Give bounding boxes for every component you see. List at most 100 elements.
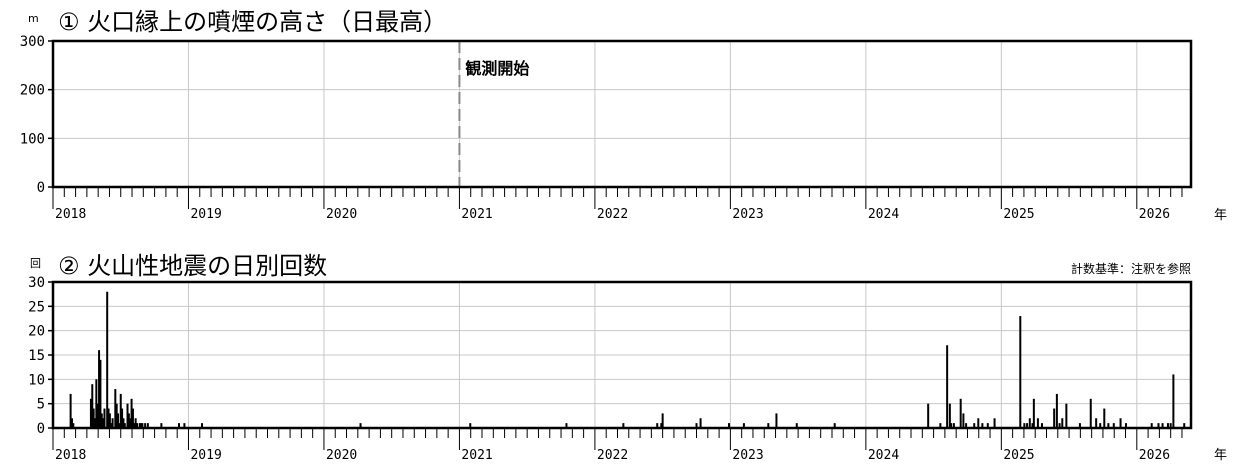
- panel2-bar: [1107, 423, 1110, 428]
- panel2-bar: [1032, 398, 1035, 428]
- panel2-bar: [1055, 393, 1058, 428]
- panel2-bar: [1183, 423, 1186, 428]
- panel2-bar: [927, 403, 930, 428]
- panel2-bar: [114, 389, 117, 428]
- panel2-bar: [144, 423, 147, 428]
- panel2-bar: [950, 423, 953, 428]
- panel2-bar: [133, 423, 136, 428]
- panel2-bar: [993, 418, 996, 428]
- panel2-bar: [948, 403, 951, 428]
- panel2-bar: [140, 423, 143, 428]
- panel2-bar: [1023, 423, 1026, 428]
- panel2-bar: [952, 423, 955, 428]
- panel2-bar: [111, 418, 114, 428]
- panel2-bar: [1019, 316, 1022, 428]
- panel2-year-label: 2025: [1003, 448, 1034, 463]
- panel2-bar: [93, 418, 96, 428]
- panel1-year-label: 2022: [597, 207, 628, 222]
- panel1-year-label: 2026: [1139, 207, 1170, 222]
- panel2-bar: [981, 423, 984, 428]
- panel2-bar: [1089, 398, 1092, 428]
- panel2-bar: [99, 359, 102, 428]
- panel2-y-tick-label: 30: [28, 275, 45, 291]
- panel2-bar: [130, 398, 133, 428]
- panel1-year-label: 2021: [461, 207, 492, 222]
- panel1-title: ① 火口縁上の噴煙の高さ（日最高）: [58, 8, 447, 36]
- panel1-frame: [51, 39, 1193, 189]
- panel2-bar: [965, 423, 968, 428]
- panel2-bar: [1103, 408, 1106, 428]
- panel2-bar: [1119, 418, 1122, 428]
- panel2-bar: [1172, 374, 1175, 428]
- panel2-y-tick-label: 15: [28, 348, 45, 364]
- panel2-bar: [656, 423, 659, 428]
- panel2-x-unit: 年: [1214, 448, 1227, 463]
- panel2-bar: [728, 423, 731, 428]
- panel2-bar: [1112, 423, 1115, 428]
- panel2-bar: [695, 423, 698, 428]
- panel2-y-tick-label: 25: [28, 299, 45, 315]
- panel2-bar: [1053, 408, 1056, 428]
- panel2-bar: [973, 423, 976, 428]
- panel2-bar: [106, 291, 109, 428]
- panel2-bar: [123, 423, 126, 428]
- panel2-bar: [1040, 423, 1043, 428]
- panel2-year-label: 2024: [868, 448, 899, 463]
- panel2-bar: [775, 413, 778, 428]
- panel2-bar: [103, 408, 106, 428]
- panel2-bar: [98, 350, 101, 428]
- panel1-y-unit: m: [28, 12, 39, 25]
- panel2-year-label: 2023: [732, 448, 763, 463]
- panel2-bar: [1061, 418, 1064, 428]
- panel2-bar: [1169, 423, 1172, 428]
- panel2-bar: [96, 403, 99, 428]
- panel2-bar: [183, 423, 186, 428]
- observation-start-label: 観測開始: [465, 59, 529, 78]
- panel2-bar: [1099, 423, 1102, 428]
- panel2-bar: [127, 413, 130, 428]
- panel1-axes: 0 100 200 300 2018 2019 2020 2021 2022 2023 2024 20…: [20, 34, 1183, 222]
- panel2-bar: [135, 423, 138, 428]
- panel2-bar: [89, 398, 92, 428]
- panel2-bar: [141, 423, 144, 428]
- panel2-bar: [1166, 423, 1169, 428]
- panel2-bar: [661, 413, 664, 428]
- panel1-x-unit: 年: [1214, 208, 1227, 223]
- panel1-y-tick-label: 300: [20, 34, 45, 50]
- panel1-y-tick-label: 0: [37, 180, 45, 196]
- panel2-year-label: 2022: [597, 448, 628, 463]
- panel2-bar: [1157, 423, 1160, 428]
- panel2-bar: [767, 423, 770, 428]
- panel2-bar: [100, 413, 103, 428]
- panel2-year-label: 2026: [1139, 448, 1170, 463]
- plume-height-panel: m ① 火口縁上の噴煙の高さ（日最高） 観測開始 0 100 200 300 2018 2…: [20, 8, 1227, 223]
- panel2-bar: [122, 418, 125, 428]
- panel2-bar: [95, 379, 98, 428]
- panel2-bar: [1078, 423, 1081, 428]
- panel2-bar: [1161, 423, 1164, 428]
- panel2-bar: [69, 393, 72, 428]
- panel2-bar: [91, 384, 94, 428]
- panel2-bar: [102, 418, 105, 428]
- panel2-bar: [134, 418, 137, 428]
- panel2-bar: [108, 413, 111, 428]
- panel2-bar: [131, 408, 134, 428]
- panel2-bar: [160, 423, 163, 428]
- panel2-bar: [118, 423, 121, 428]
- panel1-grid: [53, 41, 1191, 187]
- panel2-title: ② 火山性地震の日別回数: [58, 252, 327, 280]
- panel2-grid: [53, 282, 1191, 428]
- panel1-year-label: 2024: [868, 207, 899, 222]
- panel1-annotation: 観測開始: [458, 41, 529, 187]
- panel2-bar: [565, 423, 568, 428]
- panel2-y-tick-label: 20: [28, 324, 45, 340]
- panel2-bar: [119, 393, 122, 428]
- panel2-bar: [1026, 423, 1029, 428]
- panel2-bar: [622, 423, 625, 428]
- panel2-bar: [742, 423, 745, 428]
- panel2-year-label: 2021: [461, 448, 492, 463]
- panel2-bar: [469, 423, 472, 428]
- panel2-bar: [959, 398, 962, 428]
